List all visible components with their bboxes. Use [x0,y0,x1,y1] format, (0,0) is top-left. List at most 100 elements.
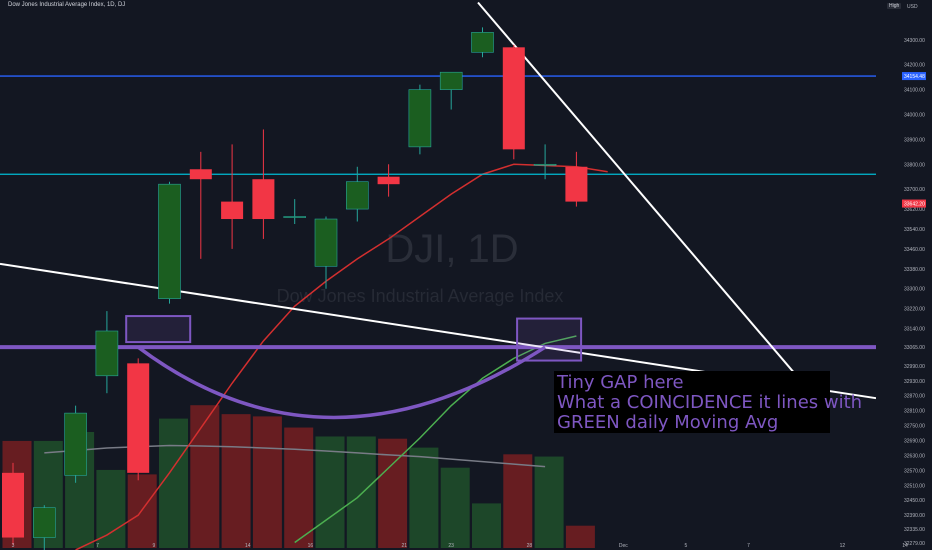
candle-body [95,330,119,377]
time-tick: 23 [448,543,454,549]
volume-bar [190,405,220,548]
time-tick: 7 [96,543,99,549]
price-tick: 32570.00 [904,468,925,474]
volume-bar [252,416,282,548]
candle-body [32,507,56,538]
price-tick: 32870.00 [904,394,925,400]
horizontal-lines[interactable] [0,75,876,350]
candle [95,311,119,394]
price-axis[interactable]: 34300.00 34200.00 34100.00 34000.00 33900.00… [876,0,932,550]
volume-bar [315,436,345,548]
candle-body [314,218,338,267]
price-tick: 34300.00 [904,38,925,44]
time-tick: Dec [619,543,628,549]
candle-body [252,179,275,220]
candle [64,405,87,483]
time-tick: 5 [685,543,688,549]
currency-label: USD [907,4,918,10]
volume-bar [409,447,439,548]
volume-bar [284,427,314,548]
volume-bar [159,418,188,548]
annotation-line: Tiny GAP here [557,372,684,393]
price-tick: 32510.00 [904,483,925,489]
candle [32,505,56,550]
annotation-line: GREEN daily Moving Avg [557,412,779,433]
candle [252,129,275,239]
candle-body [471,32,494,53]
candle [533,144,557,180]
annotation-box[interactable]: Tiny GAP here What a COINCIDENCE it line… [554,371,863,433]
volume-bar [346,436,376,548]
time-tick: 28 [527,543,533,549]
candle-body [189,169,212,180]
price-tick: 32930.00 [904,379,925,385]
candle [283,199,307,224]
time-tick: 16 [308,543,314,549]
volume-bars [2,405,595,548]
time-tick: 14 [245,543,251,549]
chart-title: Dow Jones Industrial Average Index, 1D, … [8,2,126,8]
candle-body [439,71,463,90]
drawings[interactable] [125,315,583,420]
time-axis[interactable]: 3 7 9 14 16 21 23 28 Dec 5 7 12 14 [12,543,908,549]
annotation-line: What a COINCIDENCE it lines with [557,392,863,413]
candle-body [533,163,557,166]
volume-bar [96,469,126,548]
price-tick: 32630.00 [904,453,925,459]
volume-bar [127,474,157,548]
high-badge[interactable]: High [887,3,902,9]
candle-body [565,166,588,202]
moving-average-red [75,163,608,550]
trend-line [477,1,804,384]
candle-body [377,176,400,185]
price-tag-label: 34154.48 [904,74,925,80]
time-tick: 9 [152,543,155,549]
moving-average-green [294,335,577,544]
gap-box [516,317,583,362]
price-tick: 32810.00 [904,409,925,415]
candle-body [283,216,307,218]
price-tag [902,72,926,81]
candle-body [502,47,525,150]
price-tick: 34200.00 [904,63,925,69]
volume-bar [221,414,251,548]
price-axis-bg [876,0,932,550]
price-tick: 33620.00 [904,207,925,213]
candle [2,462,24,545]
candle-body [2,472,24,538]
candle-body [127,363,150,473]
price-tick: 32279.00 [904,541,925,547]
price-tick: 33300.00 [904,287,925,293]
price-tick: 33065.00 [904,345,925,351]
price-tick: 33700.00 [904,187,925,193]
candle [377,164,400,197]
price-tick: 32750.00 [904,424,925,430]
candle [189,151,212,259]
price-tick: 33220.00 [904,307,925,313]
volume-bar [440,467,470,548]
price-tick: 32450.00 [904,498,925,504]
last-price-tag [902,199,926,208]
candle [502,44,525,160]
candle [158,181,181,304]
gap-arc [137,345,547,420]
price-tick: 33460.00 [904,247,925,253]
gap-box [125,315,192,344]
candle-body [158,183,181,299]
candle [408,84,432,155]
volume-bar [378,438,408,548]
candle-body [64,412,87,476]
price-tick: 32690.00 [904,438,925,444]
candle-body [408,89,432,148]
candle [314,216,338,289]
time-tick: 21 [401,543,407,549]
time-tick: 12 [840,543,846,549]
time-tick: 14 [902,543,908,549]
price-tick: 33380.00 [904,267,925,273]
price-tick: 33540.00 [904,227,925,233]
candle-body [345,181,369,210]
price-tick: 32335.00 [904,527,925,533]
volume-bar [534,456,564,548]
price-tick: 32390.00 [904,513,925,519]
